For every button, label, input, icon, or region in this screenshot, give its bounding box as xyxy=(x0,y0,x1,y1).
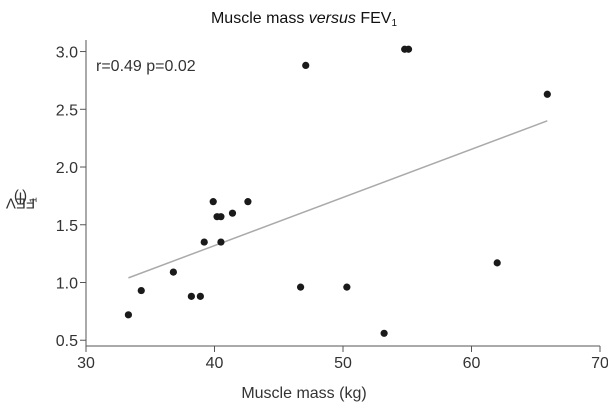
y-tick-label: 1.5 xyxy=(56,218,78,235)
x-tick-label: 60 xyxy=(463,355,481,372)
data-point xyxy=(196,292,204,300)
y-tick-label: 0.5 xyxy=(56,333,78,350)
y-tick-label: 2.0 xyxy=(56,160,78,177)
trendline xyxy=(128,120,548,279)
data-point xyxy=(200,238,208,246)
data-point xyxy=(543,90,551,98)
x-tick-label: 30 xyxy=(77,355,95,372)
data-point xyxy=(493,259,501,267)
data-point xyxy=(124,311,133,319)
x-tick-label: 50 xyxy=(334,355,352,372)
data-point xyxy=(296,283,305,291)
y-tick-label: 3.0 xyxy=(56,45,78,62)
y-tick-label: 2.5 xyxy=(56,102,78,119)
axes: 30 40 50 60 70 0.5 1.0 1.5 2.0 2.5 3.0 xyxy=(56,40,608,372)
x-tick-label: 40 xyxy=(206,355,224,372)
trendline-layer xyxy=(128,120,548,279)
chart-title: Muscle mass versus FEV1 xyxy=(210,10,398,29)
y-axis-label: FEV 1 (l) xyxy=(5,188,40,212)
x-tick-label: 70 xyxy=(591,355,608,372)
y-tick-label: 1.0 xyxy=(56,275,78,292)
data-point xyxy=(169,268,177,276)
data-point xyxy=(228,209,237,217)
data-point xyxy=(209,198,217,206)
plot-background xyxy=(86,40,600,346)
data-point xyxy=(404,45,413,53)
correlation-annotation: r=0.49 p=0.02 xyxy=(96,58,196,75)
data-points xyxy=(124,45,551,337)
data-point xyxy=(217,238,225,246)
data-point xyxy=(343,283,351,291)
data-point xyxy=(244,198,252,206)
data-point xyxy=(380,329,388,337)
x-axis-label: Muscle mass (kg) xyxy=(241,385,367,402)
data-point xyxy=(217,213,225,221)
data-point xyxy=(302,61,310,70)
data-point xyxy=(137,286,145,295)
data-point xyxy=(187,292,195,300)
